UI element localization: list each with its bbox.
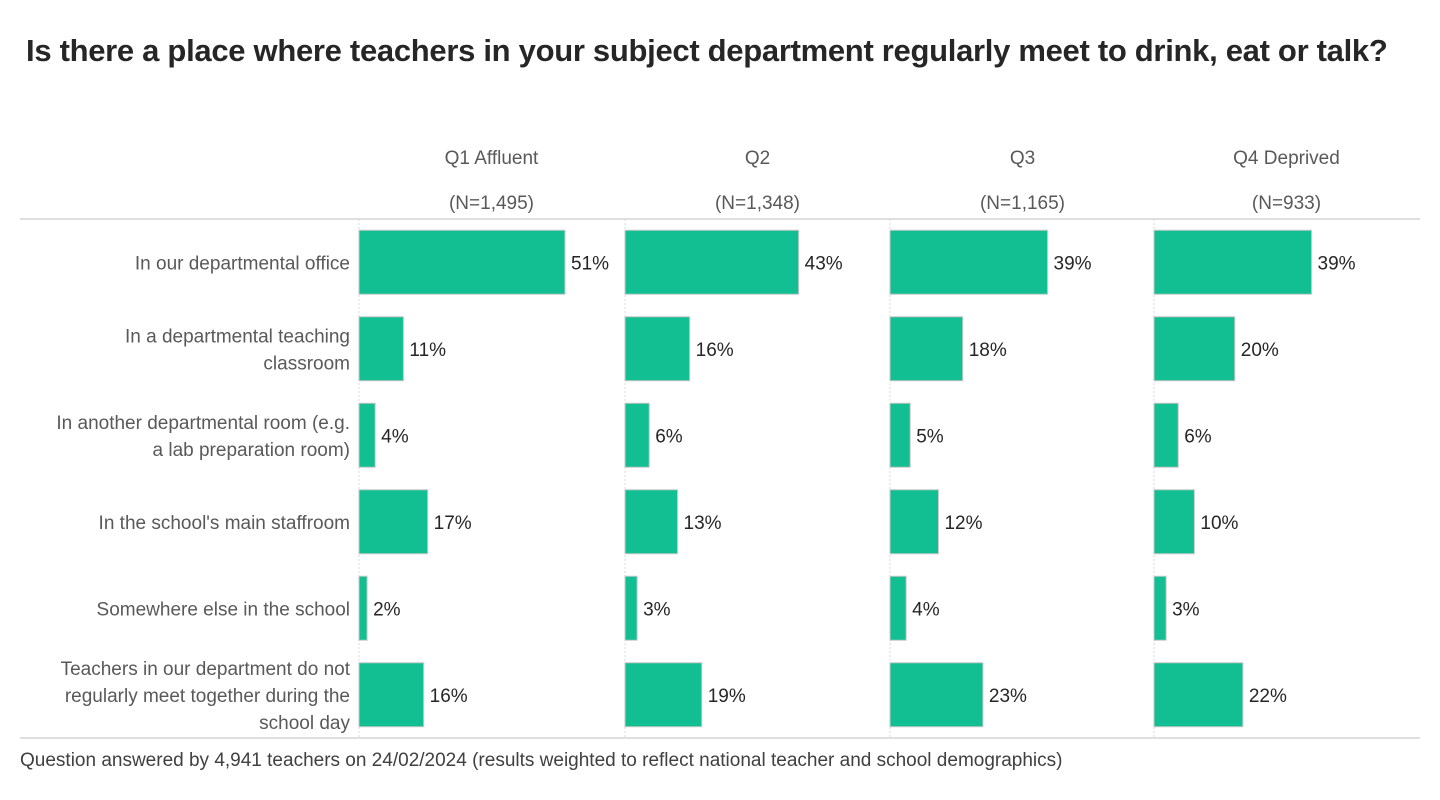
category-label: In the school's main staffroom [99, 513, 350, 534]
bar-value-label: 18% [969, 340, 1007, 361]
bar-value-label: 22% [1249, 686, 1287, 707]
series-n-label: (N=1,165) [980, 193, 1065, 214]
bar-value-label: 2% [373, 599, 401, 620]
series-n-label: (N=933) [1252, 193, 1321, 214]
bar [358, 489, 429, 555]
bar-value-label: 23% [989, 686, 1027, 707]
bar-value-label: 16% [430, 686, 468, 707]
bar-value-label: 13% [684, 513, 722, 534]
bar [1153, 229, 1313, 295]
footnote: Question answered by 4,941 teachers on 2… [20, 750, 1063, 771]
category-label: In our departmental office [135, 253, 350, 274]
bar [889, 316, 964, 382]
category-label: Somewhere else in the school [97, 599, 350, 620]
bar-value-label: 3% [643, 599, 671, 620]
bar [358, 662, 425, 728]
bar-value-label: 10% [1200, 513, 1238, 534]
category-label: school day [259, 713, 350, 734]
bar [1153, 575, 1167, 641]
bar-value-label: 4% [381, 426, 409, 447]
category-label: classroom [263, 353, 350, 374]
bar [358, 575, 368, 641]
bar [1153, 489, 1195, 555]
series-n-label: (N=1,495) [449, 193, 534, 214]
bar-value-label: 51% [571, 253, 609, 274]
series-header: Q3 [1010, 148, 1035, 169]
bar-value-label: 11% [409, 340, 446, 361]
bar-value-label: 3% [1172, 599, 1200, 620]
bar [889, 489, 939, 555]
bar-value-label: 19% [708, 686, 746, 707]
bar [889, 575, 907, 641]
bar [1153, 402, 1179, 468]
bar-value-label: 17% [434, 513, 472, 534]
bar [358, 316, 404, 382]
bar-value-label: 6% [1184, 426, 1212, 447]
bar-value-label: 39% [1318, 253, 1356, 274]
bar-value-label: 4% [912, 599, 940, 620]
category-label: In a departmental teaching [125, 326, 350, 347]
bar [624, 489, 679, 555]
bar [358, 402, 376, 468]
bar-value-label: 6% [655, 426, 683, 447]
bar [1153, 316, 1236, 382]
bar [889, 402, 911, 468]
bar-value-label: 5% [916, 426, 944, 447]
series-header: Q2 [745, 148, 770, 169]
bar-value-label: 39% [1054, 253, 1092, 274]
bar [624, 229, 800, 295]
category-label: In another departmental room (e.g. [56, 413, 350, 434]
bar-value-label: 43% [805, 253, 843, 274]
bar [358, 229, 566, 295]
category-label: Teachers in our department do not [61, 659, 351, 680]
bar [1153, 662, 1244, 728]
bar-value-label: 16% [696, 340, 734, 361]
bar [624, 402, 650, 468]
series-header: Q1 Affluent [445, 148, 539, 169]
bar [624, 662, 703, 728]
series-header: Q4 Deprived [1233, 148, 1340, 169]
bar [889, 229, 1049, 295]
bar-value-label: 12% [944, 513, 982, 534]
bar [624, 575, 638, 641]
category-label: regularly meet together during the [65, 686, 350, 707]
series-n-label: (N=1,348) [715, 193, 800, 214]
category-label: a lab preparation room) [153, 440, 351, 461]
bar [624, 316, 691, 382]
bar-value-label: 20% [1241, 340, 1279, 361]
chart-title: Is there a place where teachers in your … [26, 33, 1388, 68]
bar [889, 662, 984, 728]
